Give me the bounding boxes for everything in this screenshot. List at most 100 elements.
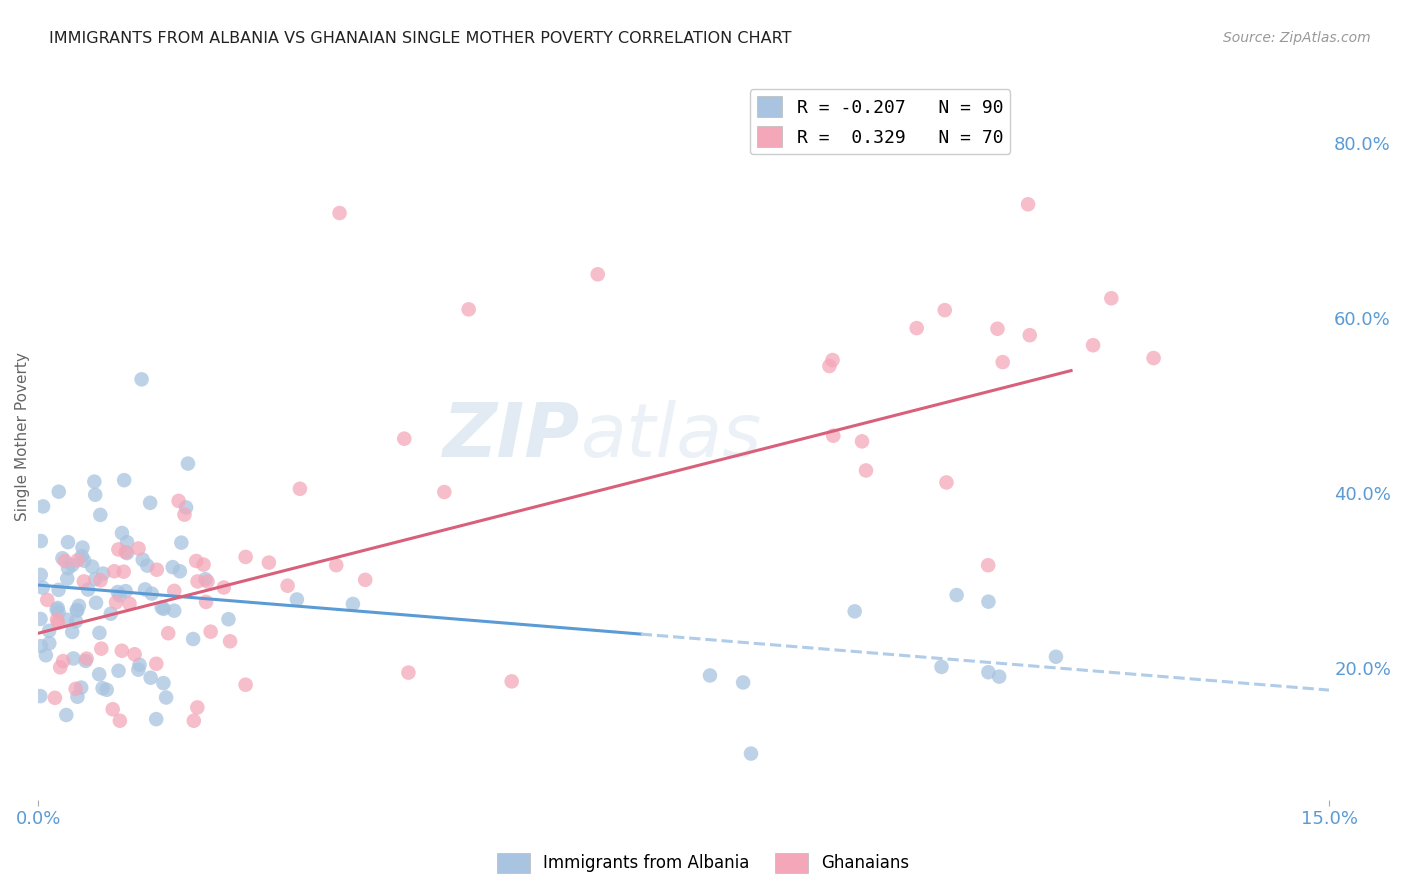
Point — [988, 670, 1011, 684]
Text: atlas: atlas — [581, 401, 762, 472]
Point — [55, 708, 77, 723]
Point — [139, 496, 162, 510]
Point — [118, 597, 141, 611]
Point — [1142, 351, 1164, 365]
Point — [70, 549, 93, 564]
Point — [342, 597, 364, 611]
Point — [75, 654, 97, 668]
Point — [433, 485, 456, 500]
Point — [740, 747, 762, 761]
Point — [141, 586, 163, 600]
Point — [48, 582, 70, 597]
Point — [107, 542, 129, 557]
Point — [821, 353, 844, 368]
Point — [991, 355, 1014, 369]
Point — [173, 508, 195, 522]
Point — [48, 484, 70, 499]
Point — [136, 558, 159, 573]
Point — [32, 500, 55, 514]
Point — [394, 432, 416, 446]
Point — [699, 668, 721, 682]
Point — [257, 556, 280, 570]
Point — [145, 712, 167, 726]
Point — [115, 546, 138, 560]
Point — [45, 602, 67, 616]
Text: ZIP: ZIP — [443, 400, 581, 473]
Point — [30, 534, 52, 549]
Point — [977, 665, 1000, 680]
Point — [112, 565, 135, 579]
Point — [194, 572, 217, 586]
Point — [90, 574, 112, 588]
Point — [152, 602, 174, 616]
Point — [53, 554, 76, 568]
Point — [855, 463, 877, 477]
Point — [31, 581, 53, 595]
Point — [70, 681, 93, 695]
Point — [73, 574, 96, 589]
Point — [37, 593, 59, 607]
Point — [101, 702, 124, 716]
Point — [56, 535, 79, 549]
Point — [107, 664, 129, 678]
Point — [51, 551, 73, 566]
Point — [235, 549, 257, 564]
Point — [30, 639, 52, 653]
Point — [183, 714, 205, 728]
Point — [139, 671, 162, 685]
Point — [1018, 328, 1040, 343]
Point — [177, 457, 200, 471]
Point — [818, 359, 841, 373]
Point — [285, 592, 308, 607]
Point — [977, 595, 1000, 609]
Point — [128, 657, 150, 672]
Point — [44, 690, 66, 705]
Point — [62, 651, 84, 665]
Point — [114, 584, 136, 599]
Point — [150, 600, 173, 615]
Point — [48, 605, 70, 619]
Point — [155, 690, 177, 705]
Point — [30, 567, 52, 582]
Point — [89, 667, 111, 681]
Point — [108, 588, 131, 602]
Point — [89, 508, 111, 522]
Point — [396, 665, 419, 680]
Point — [162, 560, 184, 574]
Point — [84, 596, 107, 610]
Point — [46, 601, 69, 615]
Point — [76, 651, 98, 665]
Point — [82, 559, 104, 574]
Point — [38, 624, 60, 638]
Point — [127, 663, 149, 677]
Point — [288, 482, 311, 496]
Point — [66, 690, 89, 704]
Point — [73, 554, 96, 568]
Point — [83, 475, 105, 489]
Point — [114, 545, 136, 559]
Point — [844, 604, 866, 618]
Point — [56, 572, 79, 586]
Point — [100, 607, 122, 621]
Point — [501, 674, 523, 689]
Point — [945, 588, 967, 602]
Point — [329, 206, 352, 220]
Point — [277, 579, 299, 593]
Point — [35, 648, 58, 663]
Point — [134, 582, 156, 597]
Point — [77, 582, 100, 597]
Point — [212, 581, 235, 595]
Point — [66, 553, 89, 567]
Point — [163, 604, 186, 618]
Point — [935, 475, 957, 490]
Point — [586, 268, 609, 282]
Point — [181, 632, 204, 646]
Point — [49, 660, 72, 674]
Point — [934, 303, 956, 318]
Point — [195, 595, 218, 609]
Point — [157, 626, 180, 640]
Point — [200, 624, 222, 639]
Point — [89, 625, 111, 640]
Text: IMMIGRANTS FROM ALBANIA VS GHANAIAN SINGLE MOTHER POVERTY CORRELATION CHART: IMMIGRANTS FROM ALBANIA VS GHANAIAN SING… — [49, 31, 792, 46]
Point — [132, 552, 155, 566]
